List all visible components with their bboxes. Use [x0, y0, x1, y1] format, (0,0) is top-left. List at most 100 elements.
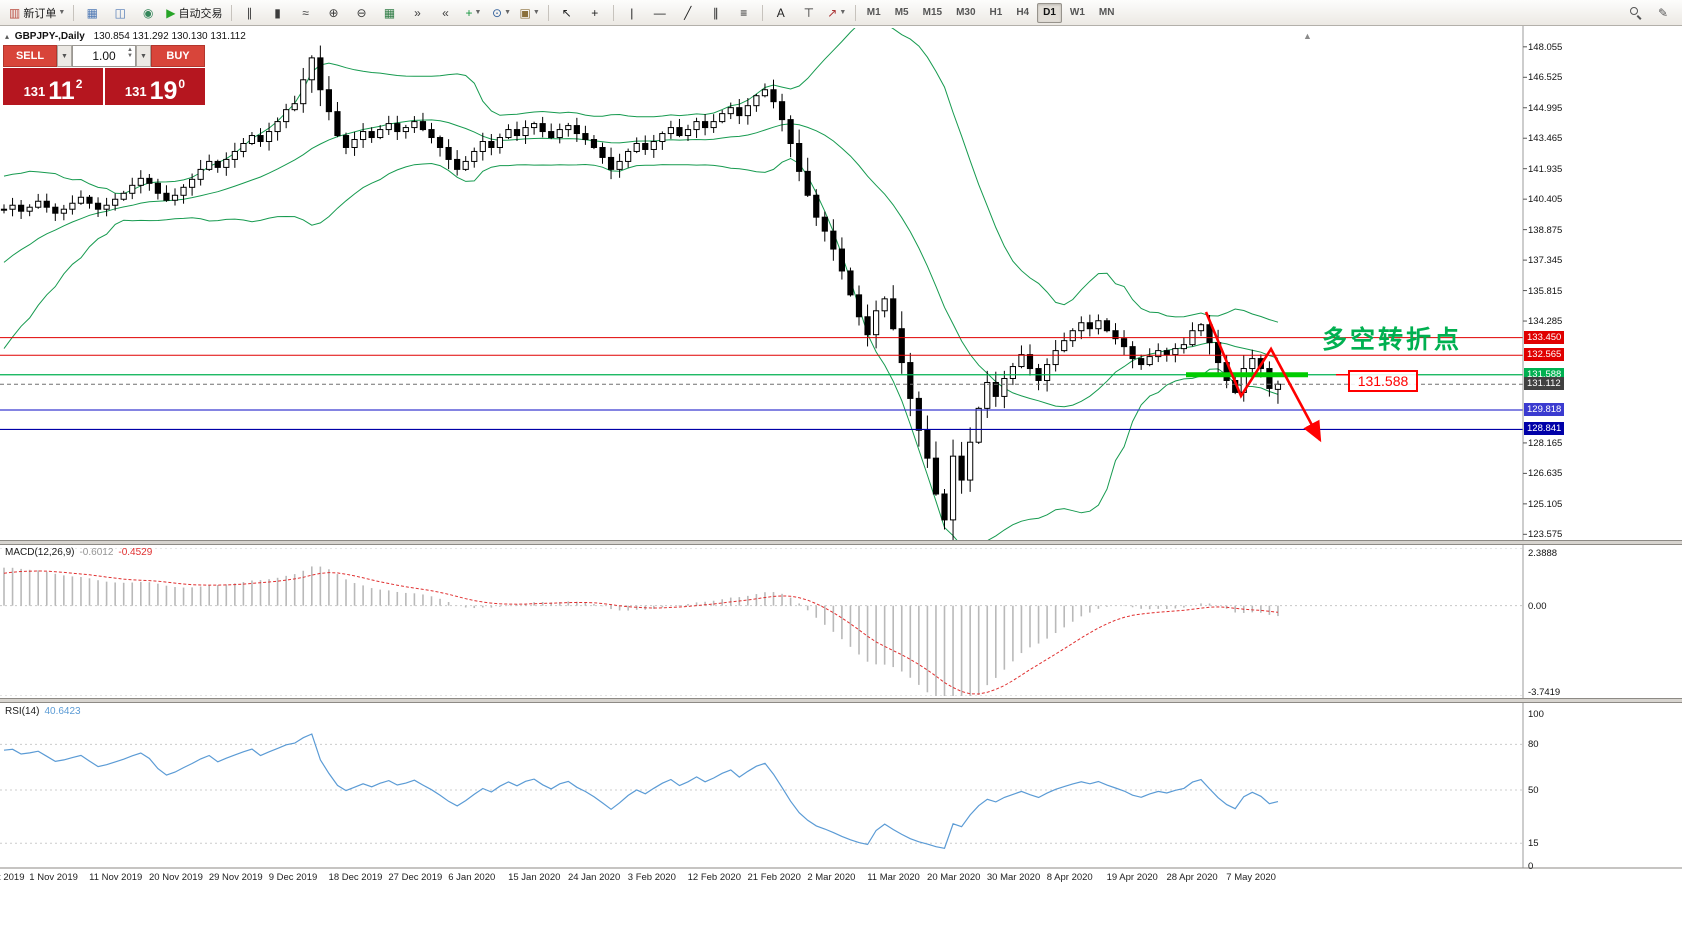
- text-button[interactable]: A: [768, 2, 794, 24]
- new-order-button-label: 新订单: [23, 7, 57, 20]
- date-label: 30 Mar 2020: [986, 872, 1041, 883]
- bar-chart-icon: ▦: [86, 5, 98, 20]
- vertical-line-icon: |: [630, 5, 634, 20]
- chart-shift-button[interactable]: «: [433, 2, 459, 24]
- chart-shift-icon: «: [442, 5, 449, 20]
- price-chart-canvas[interactable]: [0, 26, 1682, 950]
- chevron-down-icon: ▼: [532, 9, 540, 16]
- macd-signal-line: [3, 570, 1279, 695]
- rsi-value: 40.6423: [44, 706, 81, 717]
- text-label-icon: ⊤: [803, 5, 815, 20]
- price-tick-123.575: 123.575: [1528, 529, 1563, 541]
- trendline-button[interactable]: ╱: [675, 2, 701, 24]
- sell-button[interactable]: SELL: [3, 45, 57, 67]
- buy-options-caret-icon[interactable]: ▼: [136, 45, 151, 67]
- date-label: 19 Apr 2020: [1106, 872, 1158, 883]
- buy-button[interactable]: BUY: [151, 45, 205, 67]
- crosshair-button[interactable]: +: [582, 2, 608, 24]
- volume-up-icon[interactable]: ▲: [127, 47, 133, 53]
- price-badge-128.841: 128.841: [1524, 422, 1565, 436]
- auto-trading-button-label: 自动交易: [178, 7, 223, 20]
- date-label: 20 Mar 2020: [927, 872, 981, 883]
- cursor-button[interactable]: ↖: [554, 2, 580, 24]
- rsi-indicator-label: RSI(14) 40.6423: [5, 706, 81, 717]
- bar-chart-button[interactable]: ∥: [237, 2, 263, 24]
- sell-options-caret-icon[interactable]: ▼: [57, 45, 72, 67]
- one-click-top-row: SELL ▼ 1.00 ▲ ▼ ▼ BUY: [3, 45, 205, 67]
- auto-scroll-button[interactable]: »: [405, 2, 431, 24]
- bollinger-lower-band: [3, 157, 1279, 540]
- search-icon: [1629, 7, 1641, 18]
- zoom-out-icon: ⊖: [356, 5, 367, 20]
- toolbar-separator: [73, 4, 75, 21]
- zoom-out-button[interactable]: ⊖: [349, 2, 375, 24]
- new-order-button[interactable]: ▥ 新订单 ▼: [6, 2, 68, 24]
- play-icon: ▶: [166, 5, 176, 20]
- horizontal-line-icon: —: [653, 5, 666, 20]
- timeframe-m30[interactable]: M30: [956, 7, 976, 18]
- metaeditor-button[interactable]: ✎: [1650, 2, 1676, 24]
- arrows-button[interactable]: ↗ ▼: [824, 2, 850, 24]
- panel-splitter-rsi[interactable]: [0, 698, 1682, 703]
- chart-ohlc-values: 130.854 131.292 130.130 131.112: [93, 31, 246, 42]
- date-label: 21 Feb 2020: [747, 872, 801, 883]
- macd-indicator-label: MACD(12,26,9) -0.6012 -0.4529: [5, 547, 153, 558]
- price-tick-140.405: 140.405: [1528, 194, 1563, 206]
- channel-button[interactable]: ∥: [703, 2, 729, 24]
- cursor-icon: ↖: [561, 5, 572, 20]
- auto-trading-button[interactable]: ▶ 自动交易: [163, 2, 225, 24]
- price-tick-141.935: 141.935: [1528, 163, 1563, 175]
- profile-button[interactable]: ◫: [107, 2, 133, 24]
- rsi-plot: [0, 733, 1523, 849]
- chart-window-button[interactable]: ▦: [79, 2, 105, 24]
- line-chart-button[interactable]: ≈: [293, 2, 319, 24]
- arrow-object-icon: ↗: [827, 5, 838, 20]
- buy-price[interactable]: 131 19 0: [105, 68, 205, 105]
- rsi-line: [3, 733, 1279, 849]
- timeframe-m15[interactable]: M15: [922, 7, 943, 18]
- toolbar: ▥ 新订单 ▼ ▦ ◫ ◉ ▶ 自动交易 ∥ ▮ ≈ ⊕ ⊖ ▦» «+ ▼ ⊙ ▼ ▣ ▼ ↖ + | — ╱ ∥ ≡ A ⊤ ↗ ▼ M1…: [0, 0, 1682, 26]
- macd-plot: [0, 548, 1523, 696]
- search-button[interactable]: [1622, 2, 1648, 24]
- chevron-down-icon: ▼: [839, 9, 847, 16]
- tile-windows-button[interactable]: ▦: [377, 2, 403, 24]
- community-button[interactable]: ◉: [135, 2, 161, 24]
- price-tick-138.875: 138.875: [1528, 224, 1563, 236]
- candlestick-button[interactable]: ▮: [265, 2, 291, 24]
- periods-button[interactable]: ⊙ ▼: [489, 2, 515, 24]
- zoom-in-icon: ⊕: [328, 5, 339, 20]
- text-icon: A: [776, 5, 785, 20]
- panel-splitter-macd[interactable]: [0, 540, 1682, 545]
- indicators-button[interactable]: + ▼: [461, 2, 487, 24]
- date-label: 29 Nov 2019: [208, 872, 263, 883]
- macd-main-value: -0.6012: [79, 547, 114, 558]
- rsi-axis-15: 15: [1528, 838, 1539, 850]
- timeframe-d1[interactable]: D1: [1037, 2, 1062, 23]
- timeframe-m5[interactable]: M5: [894, 7, 909, 18]
- zoom-in-button[interactable]: ⊕: [321, 2, 347, 24]
- macd-signal-value: -0.4529: [118, 547, 153, 558]
- macd-axis-0.00: 0.00: [1528, 600, 1547, 612]
- volume-down-icon[interactable]: ▼: [127, 53, 133, 59]
- volume-input[interactable]: 1.00 ▲ ▼: [72, 45, 136, 67]
- price-tick-126.635: 126.635: [1528, 468, 1563, 480]
- date-label: 27 Dec 2019: [388, 872, 443, 883]
- horizontal-line-button[interactable]: —: [647, 2, 673, 24]
- timeframe-m1[interactable]: M1: [866, 7, 881, 18]
- chevron-down-icon: ▼: [474, 9, 482, 16]
- timeframe-w1[interactable]: W1: [1069, 7, 1085, 18]
- profile-icon: ◫: [114, 5, 126, 20]
- auto-scroll-icon: »: [414, 5, 421, 20]
- toolbar-right-group: ✎: [1621, 2, 1677, 24]
- timeframe-h4[interactable]: H4: [1016, 7, 1030, 18]
- text-label-button[interactable]: ⊤: [796, 2, 822, 24]
- scroll-marker-icon[interactable]: ▲: [1303, 31, 1312, 41]
- vertical-line-button[interactable]: |: [619, 2, 645, 24]
- sell-price[interactable]: 131 11 2: [3, 68, 103, 105]
- volume-spinner[interactable]: ▲ ▼: [127, 47, 133, 59]
- templates-button[interactable]: ▣ ▼: [517, 2, 543, 24]
- timeframe-h1[interactable]: H1: [989, 7, 1003, 18]
- fibonacci-button[interactable]: ≡: [731, 2, 757, 24]
- timeframe-mn[interactable]: MN: [1098, 7, 1115, 18]
